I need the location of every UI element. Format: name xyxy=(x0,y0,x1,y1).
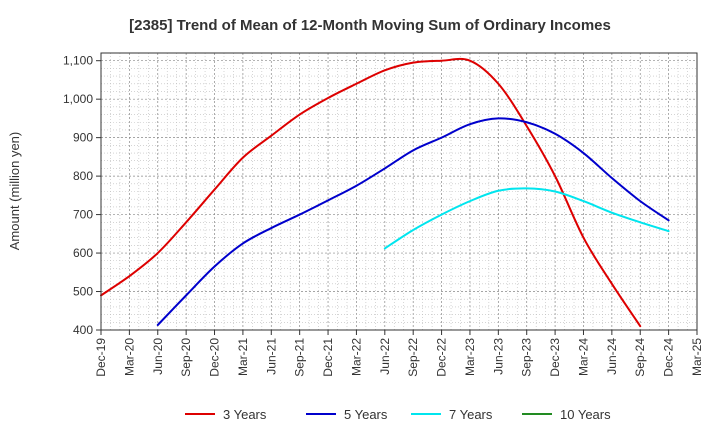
x-tick-label: Sep-21 xyxy=(293,338,307,377)
x-tick-label: Sep-20 xyxy=(179,338,193,377)
x-tick-label: Mar-23 xyxy=(463,338,477,376)
x-tick-label: Sep-23 xyxy=(520,338,534,377)
y-tick-label: 400 xyxy=(73,323,93,337)
legend-label-10-years: 10 Years xyxy=(560,407,611,422)
x-tick-label: Jun-23 xyxy=(491,338,505,375)
y-axis-label: Amount (million yen) xyxy=(7,132,22,251)
x-tick-label: Mar-22 xyxy=(349,338,363,376)
y-tick-label: 1,000 xyxy=(63,92,93,106)
series-line-7-years xyxy=(383,187,670,250)
y-tick-label: 600 xyxy=(73,246,93,260)
x-tick-label: Sep-22 xyxy=(406,338,420,377)
y-tick-label: 500 xyxy=(73,285,93,299)
y-tick-label: 700 xyxy=(73,208,93,222)
x-tick-label: Jun-24 xyxy=(605,338,619,375)
x-tick-label: Dec-22 xyxy=(435,338,449,377)
grid xyxy=(100,53,698,331)
x-tick-label: Dec-21 xyxy=(321,338,335,377)
series-line-3-years xyxy=(100,57,642,328)
x-tick-label: Mar-24 xyxy=(576,338,590,376)
axes: 400 500 600 700 800 900 1,000 1,100 Dec-19 Mar-20… xyxy=(63,52,704,377)
series-line-5-years xyxy=(156,117,670,326)
x-tick-label: Dec-23 xyxy=(548,338,562,377)
y-tick-label: 800 xyxy=(73,169,93,183)
x-tick-label: Dec-20 xyxy=(208,338,222,377)
x-tick-label: Jun-22 xyxy=(378,338,392,375)
y-tick-label: 900 xyxy=(73,131,93,145)
legend-label-7-years: 7 Years xyxy=(449,407,493,422)
x-tick-label: Jun-20 xyxy=(151,338,165,375)
x-tick-label: Dec-19 xyxy=(94,338,108,377)
legend-label-3-years: 3 Years xyxy=(223,407,267,422)
x-tick-label: Mar-25 xyxy=(690,338,704,376)
x-tick-label: Dec-24 xyxy=(662,338,676,377)
legend-label-5-years: 5 Years xyxy=(344,407,388,422)
chart-title: [2385] Trend of Mean of 12-Month Moving … xyxy=(129,17,611,34)
y-tick-label: 1,100 xyxy=(63,54,93,68)
x-tick-label: Sep-24 xyxy=(633,338,647,377)
legend: 3 Years 5 Years 7 Years 10 Years xyxy=(185,407,611,422)
plot-frame xyxy=(100,52,698,331)
x-tick-label: Jun-21 xyxy=(264,338,278,375)
series-lines xyxy=(100,57,670,328)
x-tick-label: Mar-20 xyxy=(122,338,136,376)
x-tick-label: Mar-21 xyxy=(236,338,250,376)
